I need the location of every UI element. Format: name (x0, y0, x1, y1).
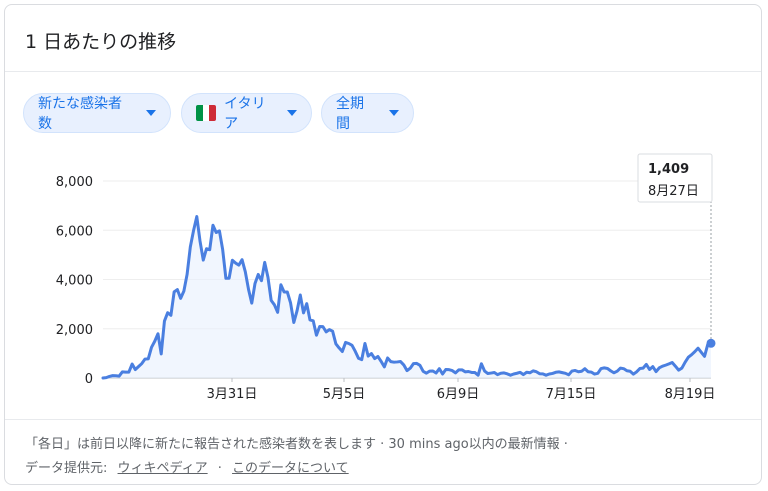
tooltip-date: 8月27日 (648, 184, 699, 199)
footer-divider (5, 419, 761, 420)
card-title: 1 日あたりの推移 (25, 31, 177, 53)
chevron-down-icon (389, 110, 399, 116)
stats-card: 1 日あたりの推移 新たな感染者数 イタリア 全期間 0 2,000 4,000 6,… (4, 4, 762, 485)
chevron-down-icon (146, 110, 156, 116)
period-dropdown[interactable]: 全期間 (321, 93, 414, 133)
period-dropdown-label: 全期間 (336, 96, 364, 132)
area-fill (103, 216, 711, 378)
country-dropdown[interactable]: イタリア (181, 93, 312, 133)
metric-dropdown[interactable]: 新たな感染者数 (23, 93, 171, 133)
tooltip-value: 1,409 (648, 162, 689, 177)
y-tick-label: 6,000 (56, 224, 93, 239)
x-tick-label: 3月31日 (207, 387, 258, 402)
series-line (101, 215, 713, 380)
y-tick-label: 0 (85, 372, 93, 387)
footer-source: データ提供元: ウィキペディア · このデータについて (25, 457, 349, 476)
x-tick-label: 8月19日 (665, 387, 716, 402)
chevron-down-icon (287, 110, 297, 116)
y-tick-label: 4,000 (56, 274, 93, 289)
x-tick-label: 7月15日 (546, 387, 597, 402)
italy-flag-icon (196, 105, 217, 121)
wikipedia-link[interactable]: ウィキペディア (117, 461, 208, 476)
cases-line-chart[interactable]: 0 2,000 4,000 6,000 8,000 3月31日 5月5日 6月9日 7月15日 8… (5, 145, 761, 415)
highlight-point (706, 338, 716, 348)
metric-dropdown-label: 新たな感染者数 (38, 96, 122, 132)
source-label: データ提供元: (25, 461, 108, 476)
y-tick-label: 8,000 (56, 175, 93, 190)
about-data-link[interactable]: このデータについて (232, 461, 349, 476)
header-divider (5, 71, 761, 72)
x-tick-label: 6月9日 (437, 387, 480, 402)
y-tick-label: 2,000 (56, 323, 93, 338)
x-tick-label: 5月5日 (323, 387, 366, 402)
footer-separator: · (217, 461, 222, 476)
country-dropdown-label: イタリア (224, 96, 266, 132)
tooltip-box (637, 153, 713, 203)
footer-note: 「各日」は前日以降に新たに報告された感染者数を表します · 30 mins ag… (25, 437, 568, 452)
